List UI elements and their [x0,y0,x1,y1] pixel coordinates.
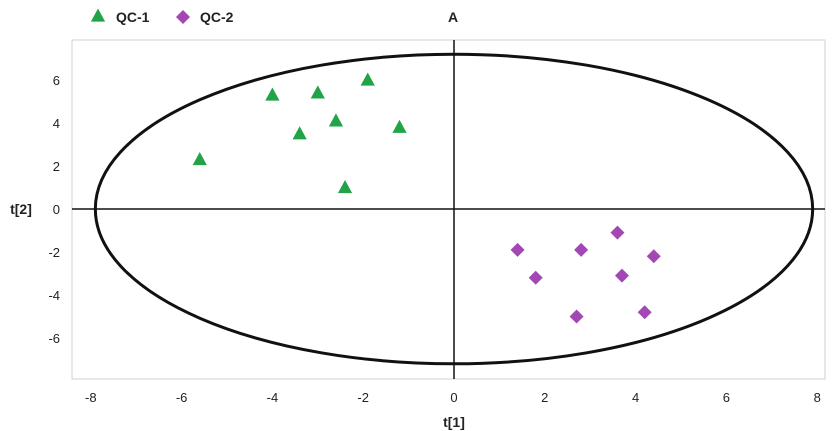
qc2-point [510,242,525,257]
x-tick-label: -4 [267,390,279,405]
x-tick-label: 6 [723,390,730,405]
legend-marker-qc1 [90,8,106,22]
qc2-point [528,270,543,285]
legend-item-qc2: QC-2 [176,9,234,25]
x-tick-label: -2 [357,390,369,405]
chart-title: A [448,9,458,25]
qc1-point [292,126,307,140]
qc2-point [614,268,629,283]
qc1-point [360,72,375,86]
x-tick-label: 8 [814,390,821,405]
qc2-point [569,309,584,324]
qc2-point [646,249,661,264]
y-tick-label: 2 [53,159,60,174]
legend-label-qc2: QC-2 [200,9,234,25]
y-tick-label: -4 [48,288,60,303]
qc1-point [310,85,325,99]
qc1-point [328,113,344,127]
y-tick-label: 0 [53,202,60,217]
y-tick-label: 6 [53,73,60,88]
x-axis-label: t[1] [443,414,465,430]
qc1-point [192,152,207,166]
legend-marker-qc2 [176,10,190,24]
x-tick-label: -6 [176,390,188,405]
qc2-point [574,242,589,257]
qc2-point [637,305,652,320]
qc1-point [392,119,407,133]
legend-label-qc1: QC-1 [116,9,150,25]
qc1-point [337,180,353,194]
qc1-point [265,87,280,101]
legend: QC-1 QC-2 [90,8,234,25]
y-tick-label: -2 [48,245,60,260]
x-tick-label: -8 [85,390,97,405]
y-tick-label: 4 [53,116,60,131]
qc2-point [610,225,625,240]
x-tick-label: 0 [450,390,457,405]
x-tick-label: 2 [541,390,548,405]
legend-item-qc1: QC-1 [90,8,150,25]
y-axis-label: t[2] [10,201,32,217]
plot-area: -8 -6 -4 -2 0 2 4 6 8 -6 -4 -2 0 2 4 6 [48,40,825,405]
x-tick-label: 4 [632,390,639,405]
y-tick-label: -6 [48,331,60,346]
